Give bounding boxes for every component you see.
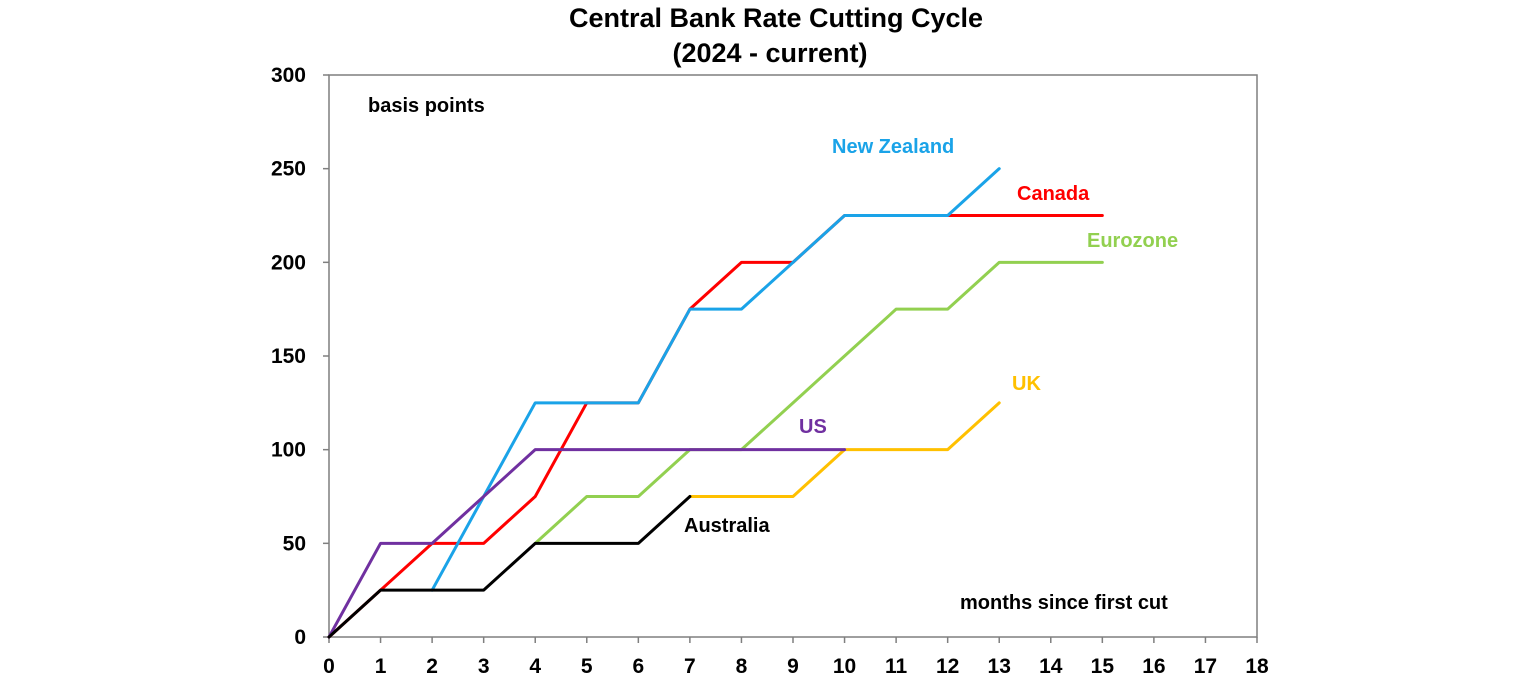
x-tick-label: 8	[736, 655, 748, 678]
x-tick-label: 12	[936, 655, 959, 678]
series-label-eurozone: Eurozone	[1087, 230, 1178, 252]
series-label-us: US	[799, 416, 827, 438]
x-axis-ticks: 0 1 2 3 4 5 6 7 8 9 10 11 12 13 14 15 16 17 18	[323, 637, 1269, 678]
x-tick-label: 13	[988, 655, 1011, 678]
series-label-uk: UK	[1012, 373, 1041, 395]
x-tick-label: 14	[1039, 655, 1063, 678]
x-tick-label: 11	[885, 655, 908, 678]
y-tick-label: 0	[294, 626, 306, 649]
x-axis-label: months since first cut	[960, 592, 1168, 614]
x-tick-label: 2	[426, 655, 438, 678]
x-tick-label: 7	[684, 655, 696, 678]
x-tick-label: 16	[1142, 655, 1165, 678]
series-label-new-zealand: New Zealand	[832, 136, 954, 158]
x-tick-label: 15	[1091, 655, 1115, 678]
y-tick-label: 250	[271, 158, 306, 181]
x-tick-label: 4	[529, 655, 541, 678]
x-tick-label: 5	[581, 655, 593, 678]
plot-area-border	[328, 74, 1258, 638]
chart-title: Central Bank Rate Cutting Cycle	[569, 3, 983, 33]
y-axis-label: basis points	[368, 95, 485, 117]
y-tick-label: 300	[271, 64, 306, 87]
series-line-new-zealand	[430, 167, 1001, 592]
x-tick-label: 18	[1245, 655, 1269, 678]
y-tick-label: 150	[271, 345, 306, 368]
y-tick-label: 100	[271, 439, 306, 462]
y-tick-label: 200	[271, 251, 306, 274]
x-tick-label: 6	[632, 655, 644, 678]
x-tick-label: 10	[833, 655, 856, 678]
x-tick-label: 0	[323, 655, 335, 678]
series-line-us	[327, 448, 847, 639]
x-tick-label: 17	[1194, 655, 1217, 678]
x-tick-label: 3	[478, 655, 490, 678]
series-line-canada	[327, 214, 1104, 639]
y-tick-label: 50	[283, 532, 306, 555]
x-tick-label: 1	[375, 655, 387, 678]
chart-subtitle: (2024 - current)	[672, 38, 867, 68]
series-label-canada: Canada	[1017, 183, 1090, 205]
x-tick-label: 9	[787, 655, 799, 678]
series-label-australia: Australia	[684, 515, 770, 537]
series-lines	[327, 167, 1104, 639]
y-axis-ticks: 0 50 100 150 200 250 300	[271, 64, 329, 649]
series-labels: Canada New Zealand Eurozone UK US Australia	[684, 136, 1178, 537]
series-line-australia	[327, 495, 692, 639]
series-line-eurozone	[533, 260, 1104, 545]
